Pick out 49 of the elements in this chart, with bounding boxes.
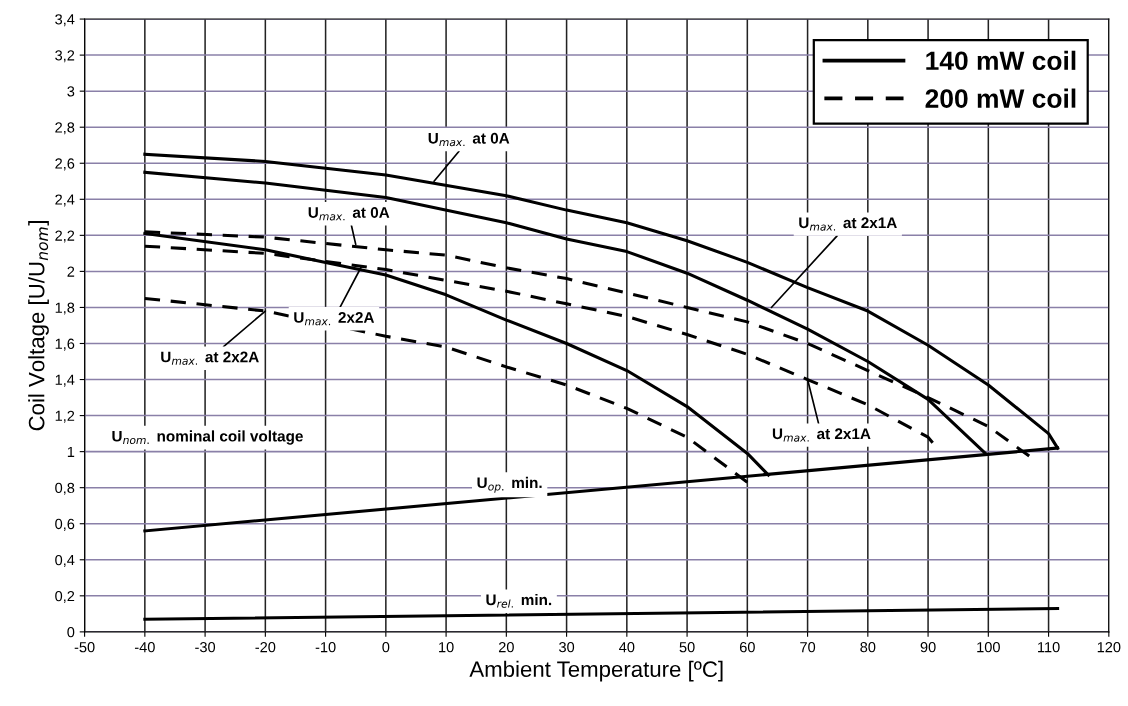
x-tick-label: 40 xyxy=(619,641,635,653)
x-tick-label: 50 xyxy=(679,641,695,653)
y-tick-label: 3,4 xyxy=(55,14,75,27)
x-tick-label: -10 xyxy=(315,641,336,653)
x-tick-label: 80 xyxy=(860,641,876,653)
x-tick-label: 10 xyxy=(439,641,454,653)
annotation: U$_{rel.}$ min. xyxy=(486,594,552,608)
x-tick-label: 20 xyxy=(498,641,514,653)
y-tick-label: 1 xyxy=(67,446,75,457)
legend-label: 140 mW coil xyxy=(926,50,1076,71)
x-tick-label: 90 xyxy=(920,641,936,653)
legend-label: 200 mW coil xyxy=(925,88,1076,108)
y-tick-label: 3,2 xyxy=(55,50,75,63)
y-axis-title: Coil Voltage [U/U$_{nom}$] xyxy=(28,221,49,431)
x-tick-label: 30 xyxy=(559,641,575,653)
y-tick-label: 0,4 xyxy=(55,554,75,567)
x-tick-label: 60 xyxy=(739,641,755,653)
x-tick-label: 120 xyxy=(1097,641,1121,653)
y-tick-label: 1,4 xyxy=(55,374,75,387)
y-tick-label: 0,2 xyxy=(55,590,75,603)
y-tick-label: 2,6 xyxy=(55,158,75,171)
y-tick-label: 1,2 xyxy=(55,410,75,423)
y-tick-label: 0,6 xyxy=(55,518,75,531)
x-tick-label: 70 xyxy=(800,641,816,653)
y-tick-label: 0,8 xyxy=(55,482,75,495)
x-tick-label: -20 xyxy=(255,641,276,653)
annotation: U$_{max.}$ at 2x2A xyxy=(161,351,259,365)
y-tick-label: 1,8 xyxy=(55,302,75,315)
y-tick-label: 2,8 xyxy=(55,122,75,135)
x-tick-label: 0 xyxy=(382,641,390,653)
annotation: U$_{max.}$ at 0A xyxy=(428,132,510,147)
y-tick-label: 2,2 xyxy=(55,230,75,243)
x-tick-label: -30 xyxy=(195,641,216,653)
annotation: U$_{nom.}$ nominal coil voltage xyxy=(112,430,303,445)
annotation: U$_{max.}$ 2x2A xyxy=(294,312,375,326)
annotation: U$_{op.}$ min. xyxy=(477,476,542,493)
annotation: U$_{max.}$ at 2x1A xyxy=(799,217,897,231)
annotation: U$_{max.}$ at 2x1A xyxy=(772,428,871,442)
y-tick-label: 2,4 xyxy=(55,194,75,207)
x-tick-label: 100 xyxy=(977,641,1000,653)
annotation: U$_{max.}$ at 0A xyxy=(308,207,390,221)
y-tick-label: 2 xyxy=(67,266,75,277)
x-tick-label: -50 xyxy=(74,641,95,653)
y-tick-label: 0 xyxy=(67,626,75,638)
y-tick-label: 1,6 xyxy=(55,338,75,351)
x-tick-label: 110 xyxy=(1038,641,1060,653)
x-axis-title: Ambient Temperature [ºC] xyxy=(469,660,723,682)
y-tick-label: 3 xyxy=(67,86,75,97)
x-tick-label: -40 xyxy=(134,641,155,653)
